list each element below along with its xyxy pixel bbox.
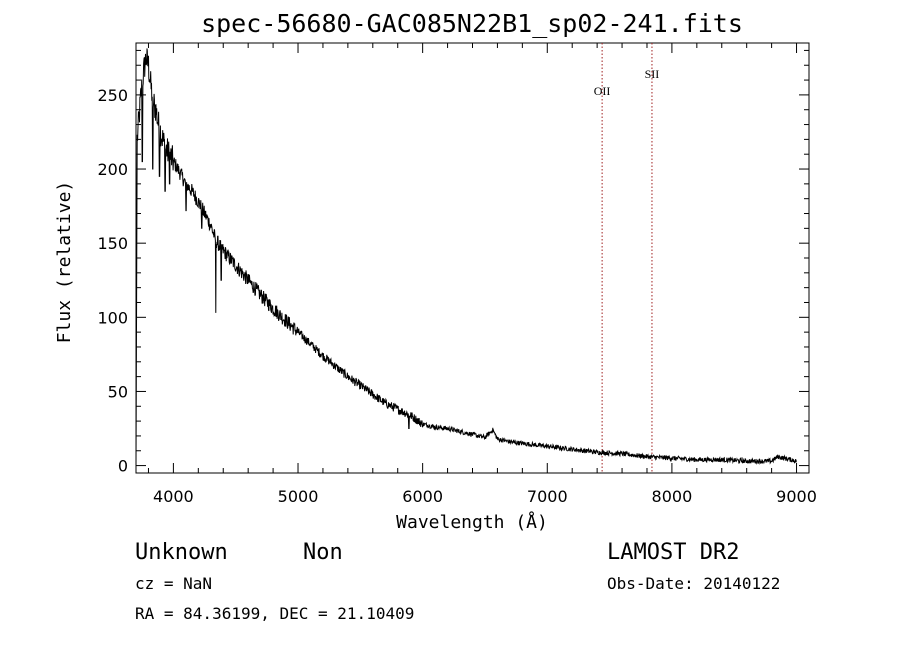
cz-label: cz = NaN bbox=[135, 574, 212, 593]
subclass-label: Non bbox=[303, 540, 343, 565]
x-tick-label-4000: 4000 bbox=[153, 487, 194, 506]
y-tick-label-100: 100 bbox=[97, 308, 128, 327]
y-tick-label-0: 0 bbox=[118, 457, 128, 476]
reference-lines: OII SII bbox=[594, 43, 660, 473]
x-tick-label-5000: 5000 bbox=[278, 487, 319, 506]
y-axis-label: Flux (relative) bbox=[54, 181, 75, 344]
survey-label: LAMOST DR2 bbox=[607, 540, 739, 565]
x-tick-label-9000: 9000 bbox=[776, 487, 817, 506]
ref-line-label-OII: OII bbox=[594, 84, 611, 98]
y-tick-label-250: 250 bbox=[97, 86, 128, 105]
x-tick-label-7000: 7000 bbox=[527, 487, 568, 506]
spectrum-line bbox=[135, 48, 797, 466]
chart-title: spec-56680-GAC085N22B1_sp02-241.fits bbox=[201, 9, 743, 38]
y-tick-label-150: 150 bbox=[97, 234, 128, 253]
plot-frame bbox=[135, 42, 810, 474]
x-tick-label-6000: 6000 bbox=[402, 487, 443, 506]
axis-tick-labels: 4000 5000 6000 7000 8000 9000 0 50 100 150 200 250 bbox=[97, 86, 816, 506]
y-tick-label-200: 200 bbox=[97, 160, 128, 179]
x-tick-label-8000: 8000 bbox=[652, 487, 693, 506]
y-tick-label-50: 50 bbox=[108, 382, 128, 401]
axis-ticks bbox=[136, 43, 809, 473]
ref-line-label-SII: SII bbox=[645, 67, 660, 81]
class-label: Unknown bbox=[135, 540, 228, 565]
obs-date-label: Obs-Date: 20140122 bbox=[607, 574, 780, 593]
coords-label: RA = 84.36199, DEC = 21.10409 bbox=[135, 604, 414, 623]
x-axis-label: Wavelength (Å) bbox=[396, 511, 548, 533]
